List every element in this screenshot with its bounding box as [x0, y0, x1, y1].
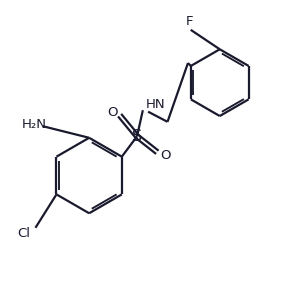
Text: O: O — [107, 106, 118, 119]
Text: Cl: Cl — [17, 227, 30, 240]
Text: HN: HN — [146, 98, 165, 112]
Text: H₂N: H₂N — [21, 118, 47, 131]
Text: S: S — [132, 129, 142, 144]
Text: O: O — [160, 149, 171, 162]
Text: F: F — [185, 15, 193, 28]
